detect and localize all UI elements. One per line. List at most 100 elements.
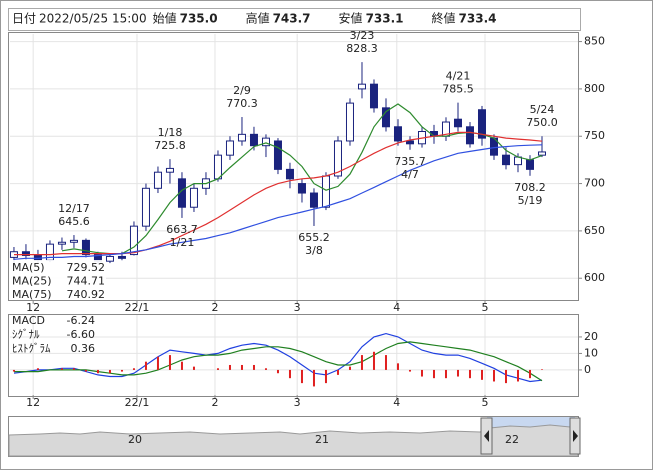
candle-body (21, 251, 30, 257)
histogram-bar (240, 364, 243, 370)
annotation-date: 3/23 (350, 29, 375, 42)
x-tick-label: 4 (393, 301, 400, 314)
macd-line (13, 332, 543, 383)
legend-value: 0.36 (71, 342, 96, 355)
header-value: 733.1 (366, 12, 404, 26)
header-label: 高値 (246, 11, 270, 26)
candle-body (297, 183, 306, 194)
histogram-bar (168, 355, 171, 370)
candle-body (273, 140, 282, 170)
histogram-bar (216, 368, 219, 370)
candle-body (381, 107, 390, 128)
x-tick-label: 12 (26, 301, 40, 314)
candle-body (261, 137, 270, 147)
candle-body (309, 192, 318, 208)
candle-body (525, 159, 534, 170)
candle-body (153, 171, 162, 189)
handle-arrow (484, 430, 489, 442)
legend-value: 740.92 (67, 288, 106, 301)
histogram-bar (432, 369, 435, 379)
legend-box (10, 260, 106, 300)
histogram-bar (492, 369, 495, 382)
histogram-bar (12, 369, 15, 372)
annotation-value: 725.8 (154, 139, 186, 152)
candle-body (189, 187, 198, 208)
histogram-bar (468, 369, 471, 379)
histogram-bar (540, 369, 543, 370)
handle-arrow (573, 430, 578, 442)
candle-body (501, 154, 510, 166)
legend-label: ｼｸﾞﾅﾙ (12, 328, 40, 341)
histogram-bar (348, 366, 351, 370)
histogram-bar (384, 355, 387, 370)
candle-body (477, 109, 486, 139)
candle-body (69, 239, 78, 243)
header-label: 日付 (12, 12, 36, 26)
candle-body (165, 167, 174, 173)
navigator-label: 21 (315, 433, 329, 446)
annotation-value: 735.7 (394, 155, 426, 168)
ma-line (13, 144, 543, 260)
annotation-date: 12/17 (58, 202, 90, 215)
candle-body (453, 118, 462, 128)
histogram-bar (360, 355, 363, 370)
candle-body (345, 102, 354, 142)
x-tick-label: 3 (294, 396, 301, 409)
x-tick-label: 12 (26, 396, 40, 409)
histogram-bar (60, 368, 63, 370)
histogram-bar (72, 368, 75, 370)
annotation-date: 4/7 (401, 168, 419, 181)
y-tick-label: 850 (584, 35, 605, 48)
header-label: 始値 (153, 11, 177, 26)
histogram-bar (456, 369, 459, 377)
candle-body (237, 133, 246, 142)
annotation-value: 708.2 (514, 181, 546, 194)
histogram-bar (372, 351, 375, 370)
annotation-date: 4/21 (446, 70, 471, 83)
y-tick-label: 700 (584, 177, 605, 190)
legend-value: 744.71 (67, 275, 106, 288)
header-value: 733.4 (459, 12, 497, 26)
candle-body (357, 83, 366, 90)
candle-body (141, 187, 150, 227)
histogram-bar (300, 369, 303, 384)
header-label: 終値 (432, 11, 456, 26)
candle-body (249, 133, 258, 147)
annotation-date: 1/18 (158, 126, 183, 139)
histogram-bar (252, 364, 255, 370)
y-tick-label: 800 (584, 82, 605, 95)
candle-body (465, 126, 474, 145)
header-value: 2022/05/25 15:00 (39, 12, 147, 26)
histogram-bar (180, 361, 183, 370)
annotation-date: 2/9 (233, 84, 251, 97)
annotation-date: 5/24 (530, 103, 555, 116)
histogram-bar (444, 369, 447, 379)
histogram-bar (288, 369, 291, 379)
candle-body (225, 140, 234, 156)
annotation-date: 5/19 (518, 194, 543, 207)
macd-panel (8, 314, 579, 397)
candle-body (105, 255, 114, 262)
histogram-bar (264, 368, 267, 370)
x-tick-label: 2 (211, 301, 218, 314)
legend-label: ﾋｽﾄｸﾞﾗﾑ (12, 342, 51, 355)
annotation-value: 770.3 (226, 97, 258, 110)
candle-body (333, 140, 342, 177)
y-tick-label: 750 (584, 129, 605, 142)
x-tick-label: 5 (481, 396, 488, 409)
candle-body (405, 140, 414, 145)
ma-line (61, 103, 543, 255)
histogram-bar (396, 363, 399, 370)
navigator-label: 20 (128, 433, 142, 446)
histogram-bar (312, 369, 315, 387)
x-tick-label: 2 (211, 396, 218, 409)
ma-line (14, 131, 543, 256)
annotation-value: 785.5 (442, 83, 474, 96)
candle-body (369, 83, 378, 109)
legend-label: MA(25) (12, 275, 52, 288)
header-bar (8, 8, 581, 31)
histogram-bar (144, 361, 147, 370)
y-tick-label: 10 (584, 346, 598, 359)
candle-body (129, 225, 138, 256)
